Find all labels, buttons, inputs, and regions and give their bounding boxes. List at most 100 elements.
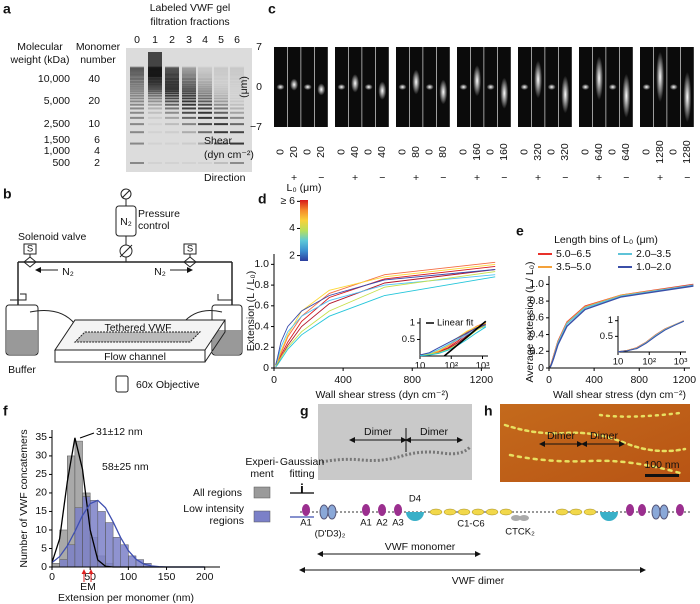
shear-value: 320 xyxy=(532,143,544,161)
shear-value: 1280 xyxy=(681,140,693,164)
direction-label: Direction xyxy=(204,172,246,184)
gel-band xyxy=(148,82,162,85)
inset-x-tick-label: 10³ xyxy=(476,361,490,372)
monomer-label: 6 xyxy=(94,134,100,146)
gel-band xyxy=(214,82,228,85)
valve-s: S xyxy=(187,244,193,255)
gel-band xyxy=(230,66,244,69)
molecule xyxy=(669,84,678,90)
domain-label: D4 xyxy=(409,494,421,505)
molecule xyxy=(378,81,387,100)
inset-y-tick-label: 1 xyxy=(410,317,415,328)
column-header: number xyxy=(80,54,116,66)
panel-label: g xyxy=(300,403,309,419)
gel-band xyxy=(165,74,179,77)
gel-band xyxy=(130,82,144,85)
direction: + xyxy=(291,172,297,184)
shear-value: 0 xyxy=(457,149,469,155)
gel-band xyxy=(182,79,196,82)
gel-band xyxy=(148,90,162,93)
panel-label: h xyxy=(484,403,493,419)
data-line xyxy=(275,271,496,367)
colorbar-tick-label: 4 xyxy=(289,222,295,234)
y-tick-label: 1.0 xyxy=(529,278,544,290)
monomer-label: VWF monomer xyxy=(385,541,456,553)
shear-value: 1280 xyxy=(654,140,666,164)
gel-band xyxy=(198,86,212,89)
shear-value: 0 xyxy=(396,149,408,155)
gel-band xyxy=(165,84,179,87)
panel-label: f xyxy=(3,403,8,419)
scale-bar xyxy=(645,474,679,477)
gel-band xyxy=(182,68,196,71)
gel-band xyxy=(130,111,144,114)
gel-band xyxy=(165,67,179,70)
panel-label: i xyxy=(300,481,304,497)
inset-bg xyxy=(618,316,686,352)
legend-label: 5.0–6.5 xyxy=(556,248,591,260)
gel-band xyxy=(230,68,244,71)
y-tick-label: 10 xyxy=(35,524,47,536)
molecule xyxy=(547,84,556,90)
gel-band xyxy=(165,75,179,78)
gel-band xyxy=(198,162,212,164)
direction: − xyxy=(440,172,446,184)
legend-text: Low intensity regions xyxy=(183,503,244,527)
gel-band xyxy=(214,69,228,72)
gel-band xyxy=(230,86,244,89)
molecule xyxy=(303,84,312,90)
shear-value: 0 xyxy=(335,149,347,155)
gel-band xyxy=(214,90,228,93)
gel-band xyxy=(182,67,196,70)
gas-label: N₂ xyxy=(154,266,166,278)
shear-value: 0 xyxy=(667,149,679,155)
molecule xyxy=(276,84,285,90)
gel-band xyxy=(214,88,228,91)
direction: − xyxy=(562,172,568,184)
shear-value: 20 xyxy=(315,146,327,158)
gel-band xyxy=(130,92,144,95)
gel-band xyxy=(214,70,228,73)
buffer-label: Buffer xyxy=(8,364,36,376)
gel-band xyxy=(130,142,144,145)
gel-band xyxy=(214,111,228,114)
gel-band xyxy=(130,84,144,87)
gel-band xyxy=(230,79,244,82)
x-tick-label: 400 xyxy=(334,374,352,386)
gel-band xyxy=(165,82,179,85)
direction: − xyxy=(684,172,690,184)
gel-band xyxy=(230,71,244,74)
y-tick-label: 0 xyxy=(256,81,262,93)
gel-band xyxy=(230,67,244,70)
y-tick-label: 0 xyxy=(263,362,269,374)
afm-molecules xyxy=(503,411,687,475)
y-tick-label: 0 xyxy=(41,561,47,573)
gel-band xyxy=(182,100,196,103)
domain-label: CTCK₂ xyxy=(505,527,535,538)
gel-band xyxy=(182,131,196,134)
gel-band xyxy=(198,71,212,74)
lane-label: 4 xyxy=(202,34,208,46)
shear-value: 640 xyxy=(620,143,632,161)
gel-band xyxy=(182,111,196,114)
valve-label: Solenoid valve xyxy=(18,231,86,243)
lane-label: 1 xyxy=(152,34,158,46)
gel-band xyxy=(148,103,162,106)
gel-band xyxy=(165,90,179,93)
histogram-bar xyxy=(97,511,106,568)
weight-label: 10,000 xyxy=(38,73,70,85)
domain-label: A3 xyxy=(392,518,404,529)
gel-band xyxy=(148,94,162,97)
gel-band xyxy=(182,69,196,72)
gel-band xyxy=(165,71,179,74)
gel-band xyxy=(198,72,212,75)
gel-band xyxy=(182,66,196,69)
x-tick-label: 0 xyxy=(49,571,55,583)
gel-band xyxy=(230,116,244,119)
shear-value: 0 xyxy=(545,149,557,155)
em-image xyxy=(318,404,472,480)
gel-band xyxy=(130,103,144,106)
gel-band xyxy=(130,66,144,69)
y-tick-label: 25 xyxy=(35,468,47,480)
y-axis-label: (μm) xyxy=(238,76,250,98)
